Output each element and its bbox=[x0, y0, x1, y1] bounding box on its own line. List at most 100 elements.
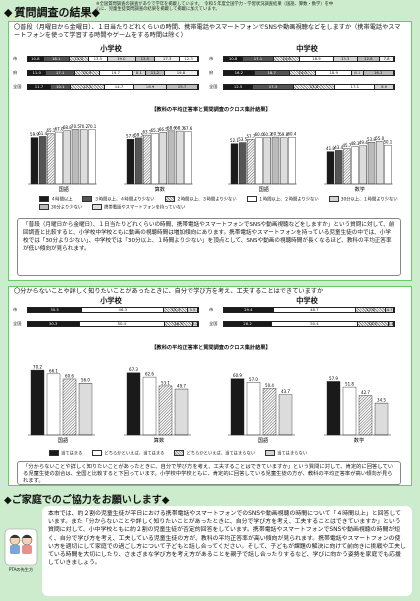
chart-bar bbox=[175, 130, 184, 185]
bar-segment: 12.6 bbox=[357, 57, 381, 61]
chart-bar bbox=[78, 383, 93, 436]
chart-bar bbox=[342, 386, 357, 436]
legend-label: ４時間以上 bbox=[51, 197, 73, 203]
bar-segment: 17.8 bbox=[355, 308, 387, 312]
bar-segment: 14.7 bbox=[105, 85, 134, 89]
chart-subject-label: 国語 bbox=[258, 436, 268, 444]
section2-cross-title: 【教科の平均正答率と質問調査のクロス集計結果】 bbox=[151, 345, 271, 351]
legend-swatch bbox=[164, 196, 175, 202]
bar-value-label: 68.3 bbox=[175, 126, 184, 131]
chart-bar bbox=[174, 388, 189, 436]
bar-segment: 19.7 bbox=[99, 71, 133, 75]
chart-bar bbox=[126, 139, 135, 185]
bar-segment: 12.5 bbox=[224, 85, 254, 89]
bar-value-label: 70.2 bbox=[33, 365, 42, 370]
chart-subject-label: 数学 bbox=[355, 185, 365, 193]
bar-segment: 50.4 bbox=[272, 322, 358, 326]
bar-value-label: 66.5 bbox=[159, 127, 168, 132]
chart-bar bbox=[88, 129, 96, 185]
chart-bar bbox=[143, 134, 151, 185]
legend-label: 30分より少ない bbox=[51, 205, 83, 210]
row-label: 全国 bbox=[13, 321, 22, 326]
bar-value-label: 57.8 bbox=[126, 134, 135, 139]
row-label: 市 bbox=[13, 307, 18, 312]
chart-bar bbox=[230, 378, 245, 436]
legend-swatch bbox=[39, 203, 49, 210]
bar-value-label: 49.4 bbox=[359, 140, 368, 145]
footer-title: ◆ご家庭でのご協力をお願いします◆ bbox=[4, 495, 170, 506]
bar-segment: 13.0 bbox=[69, 57, 89, 61]
bar-value-label: 43.4 bbox=[334, 145, 343, 150]
bar-value-label: 61.4 bbox=[38, 131, 47, 136]
chart-bar bbox=[374, 402, 389, 436]
chart-subject-label: 国語 bbox=[58, 436, 68, 444]
bar-segment: 13.3 bbox=[333, 57, 358, 61]
avatar-caption: PTAの先生方 bbox=[8, 567, 34, 572]
bar-segment: 17.3 bbox=[253, 85, 294, 89]
chart-bar bbox=[358, 395, 373, 436]
legend-item: 30分より少ない bbox=[39, 203, 83, 212]
chart-bar bbox=[246, 382, 261, 436]
bar-value-label: 51.8 bbox=[345, 382, 354, 387]
bar-value-label: 55.0 bbox=[375, 136, 384, 141]
legend-item: どちらかといえば、当てはまらない bbox=[174, 450, 255, 458]
bar-segment: 17.1 bbox=[243, 57, 274, 61]
stacked-bar-row: 10.8 18.1 13.0 13.5 19.0 13.5 17.3 12.3 bbox=[27, 56, 199, 62]
bar-value-label: 59.9 bbox=[30, 132, 39, 137]
bar-value-label: 59.5 bbox=[134, 132, 143, 137]
footer-message: 本市では、約２割の児童生徒が平日における携帯電話やスマートフォンでのSNSや動画… bbox=[42, 506, 412, 596]
legend-item: １時間以上、２時間より少ない bbox=[246, 196, 319, 204]
bar-segment: 10.8 bbox=[28, 57, 44, 61]
chart-bar bbox=[63, 130, 71, 185]
legend-label: ２時間以上、３時間より少ない bbox=[176, 197, 237, 203]
chart-bar bbox=[359, 145, 367, 185]
bar-segment: 13.5 bbox=[88, 57, 109, 61]
chart-bar bbox=[55, 131, 63, 185]
chart-bar bbox=[46, 373, 61, 436]
section1-elem-label: 小学校 bbox=[100, 44, 122, 53]
chart-subject-label: 国語 bbox=[259, 185, 269, 193]
legend-label: １時間以上、２時間より少ない bbox=[258, 197, 319, 203]
chart-bar bbox=[71, 129, 80, 185]
chart-bar bbox=[134, 137, 143, 185]
row-label: 府 bbox=[209, 70, 214, 75]
section1-panel: 〇普段（月曜日から金曜日）、１日当たりどれくらいの時間、携帯電話やスマートフォン… bbox=[8, 21, 412, 281]
bar-value-label: 60.3 bbox=[263, 132, 272, 137]
teacher-illustration bbox=[4, 528, 38, 566]
legend-swatch bbox=[265, 450, 276, 456]
bar-value-label: 50.1 bbox=[383, 140, 392, 145]
section2-elem-label: 小学校 bbox=[100, 296, 122, 305]
bar-segment: 14.8 bbox=[273, 57, 301, 61]
bar-value-label: 57.7 bbox=[246, 134, 255, 139]
chart-bar bbox=[326, 381, 341, 436]
bar-segment: 16.2 bbox=[224, 71, 255, 75]
legend-item: 携帯電話やスマートフォンを持っていない bbox=[92, 203, 185, 212]
bar-value-label: 65.1 bbox=[151, 128, 160, 133]
bar-segment: 14.0 bbox=[289, 71, 317, 75]
chart-bar bbox=[343, 148, 351, 185]
chart-bar bbox=[142, 376, 157, 436]
bar-value-label: 53.8 bbox=[367, 137, 376, 142]
legend-swatch bbox=[92, 450, 103, 456]
bar-segment: 7.8 bbox=[380, 57, 394, 61]
bar-value-label: 52.1 bbox=[230, 138, 239, 143]
bar-segment: 3.1 bbox=[388, 322, 394, 326]
bar-segment: 10.1 bbox=[50, 85, 71, 89]
stacked-bar-row: 11.7 10.1 17.5 14.7 16.9 15.7 bbox=[27, 84, 199, 90]
chart-bar bbox=[30, 137, 39, 185]
chart-bar bbox=[47, 133, 55, 185]
bar-segment: 28.2 bbox=[224, 322, 273, 326]
bar-segment: 48.7 bbox=[273, 308, 356, 312]
bar-segment: 11.0 bbox=[28, 71, 47, 75]
row-label: 市 bbox=[209, 307, 214, 312]
row-label: 府 bbox=[13, 70, 18, 75]
row-label: 全国 bbox=[209, 321, 218, 326]
bar-value-label: 62.6 bbox=[145, 372, 154, 377]
legend-item: どちらかといえば、当てはまる bbox=[92, 450, 164, 458]
chart-bar bbox=[335, 150, 343, 185]
chart-subject-label: 算数 bbox=[154, 436, 165, 444]
legend-item: 当てはまらない bbox=[265, 450, 307, 458]
bar-segment: 17.1 bbox=[335, 85, 376, 89]
bar-segment: 8.0 bbox=[375, 85, 394, 89]
